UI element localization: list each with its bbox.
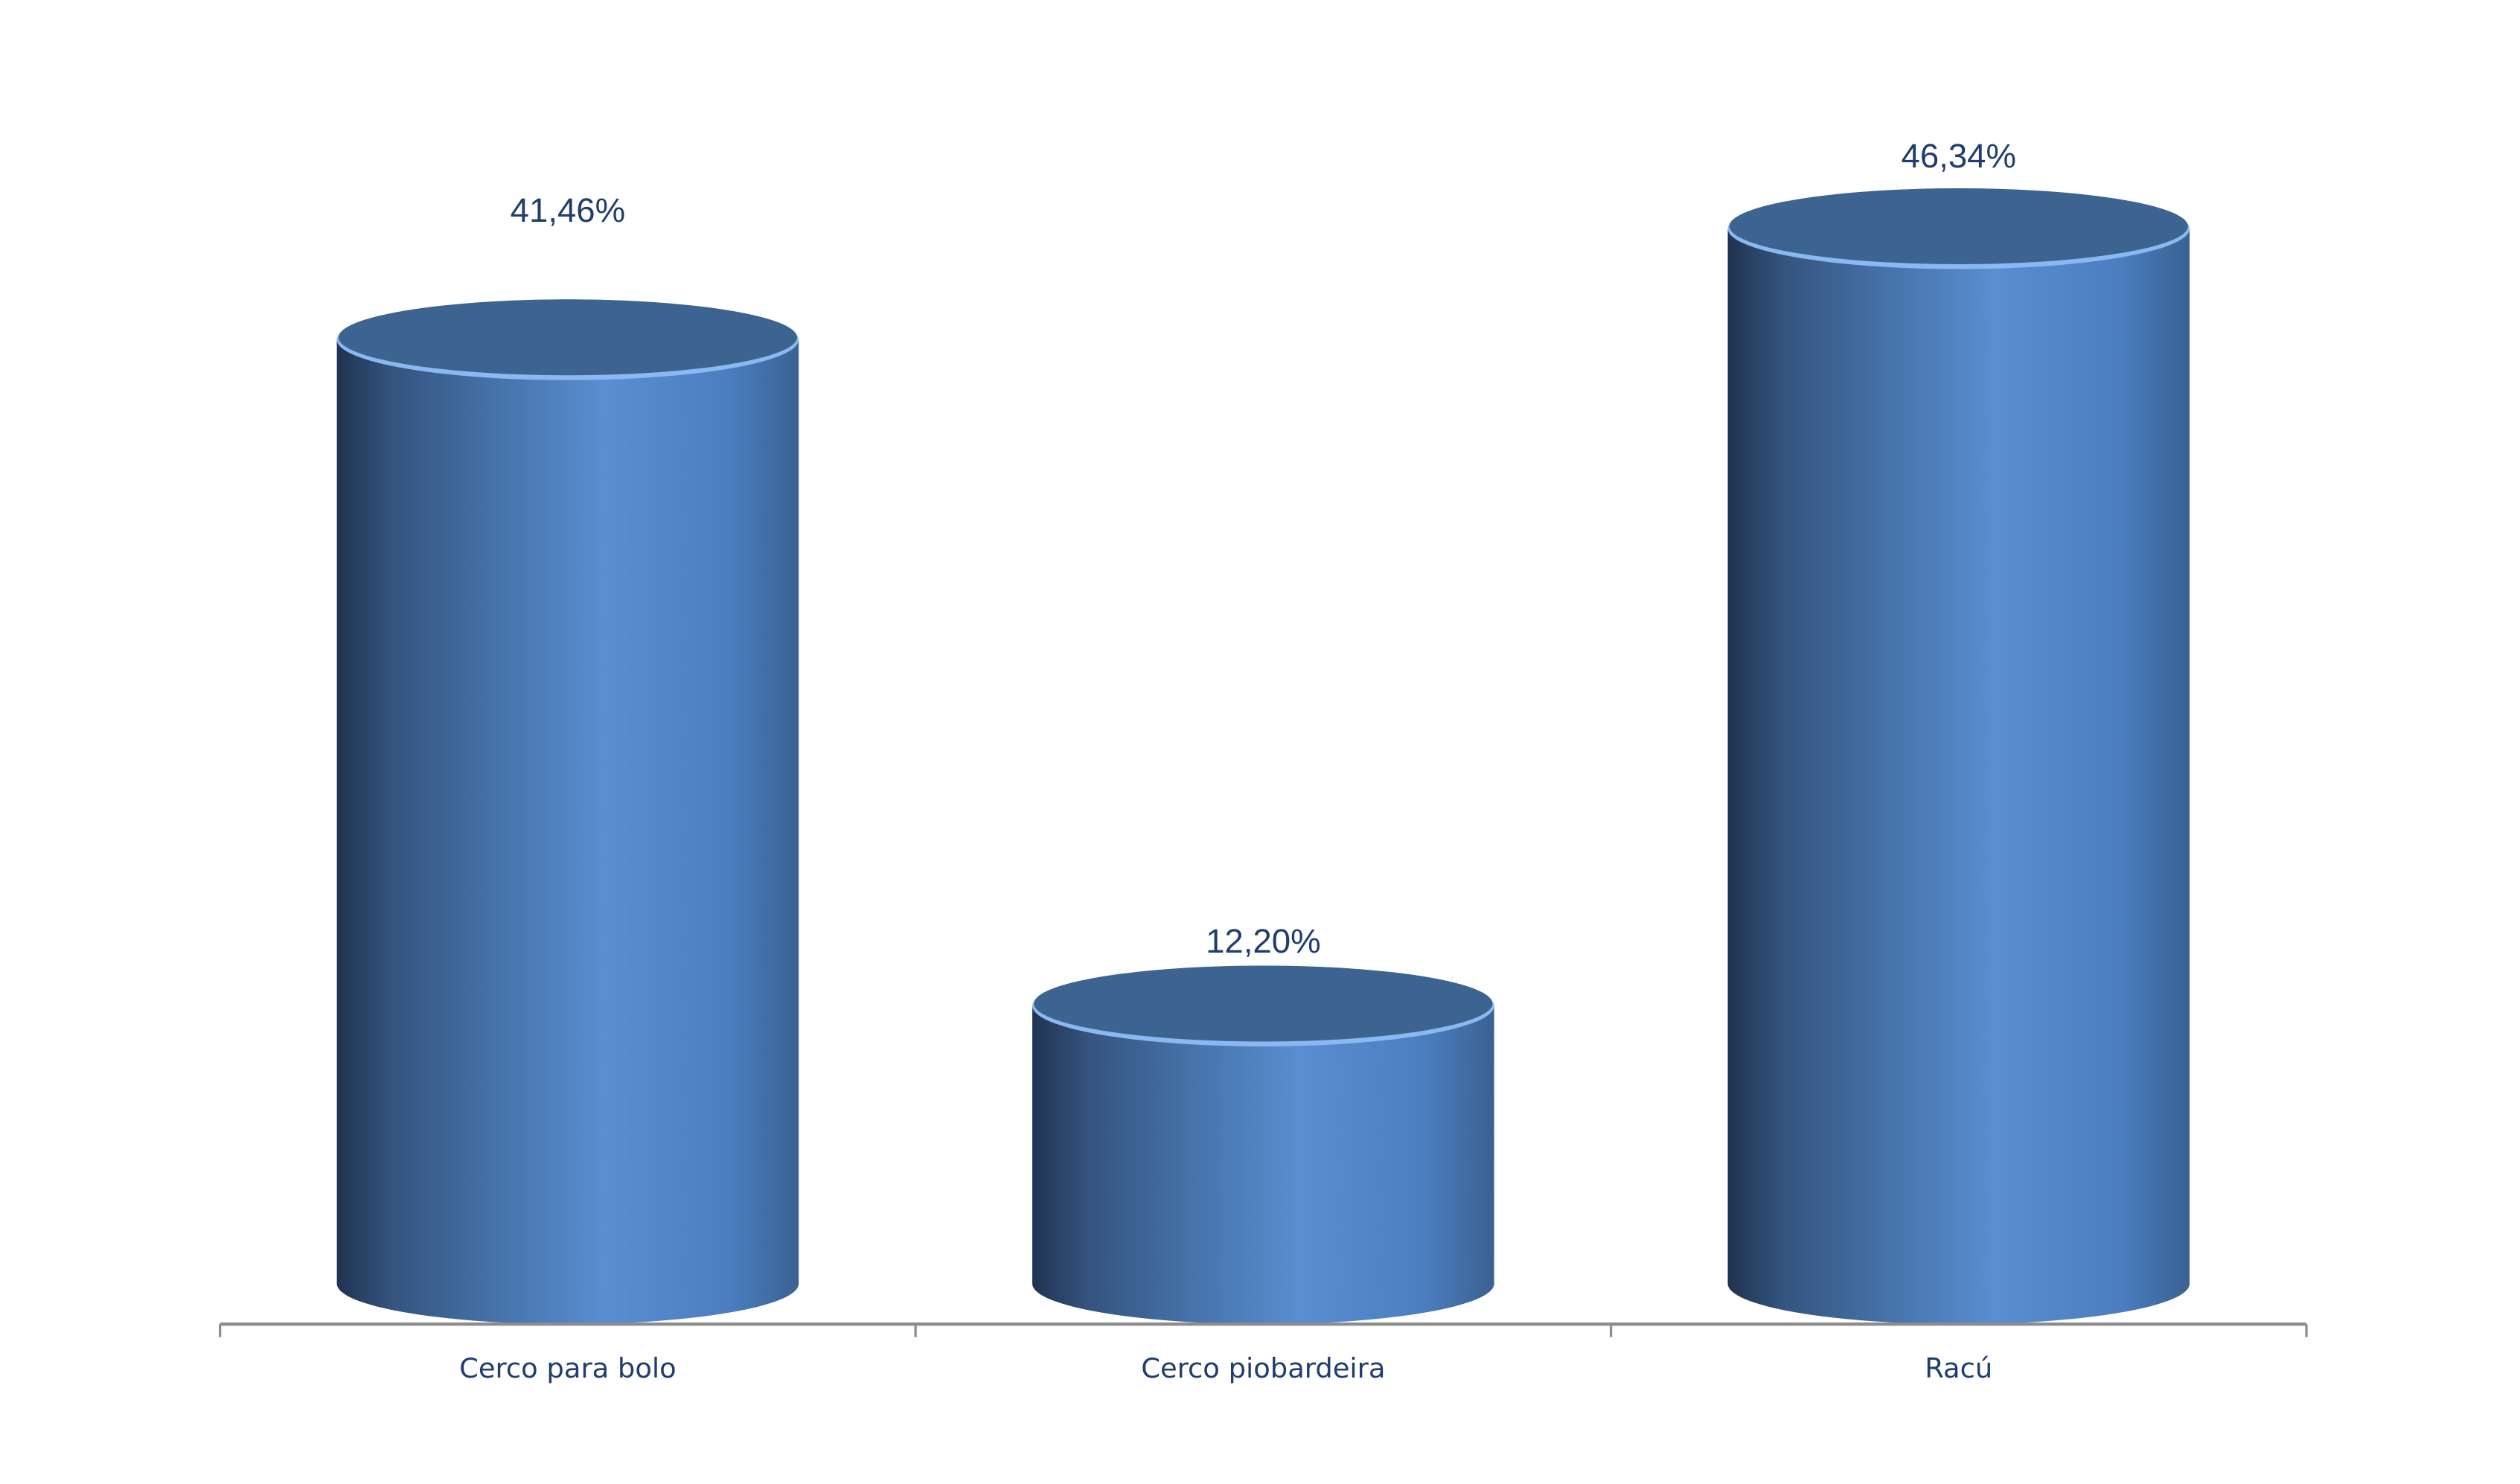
bar-1	[1032, 965, 1494, 1325]
bar-cylinder-side	[1032, 1005, 1494, 1325]
bar-cylinder-top	[1034, 965, 1493, 1042]
data-label: 12,20%	[1206, 922, 1320, 960]
data-label: 46,34%	[1902, 137, 2016, 175]
bar-2	[1727, 188, 2190, 1325]
bar-cylinder-top	[338, 299, 798, 376]
bar-0	[336, 299, 799, 1325]
bar-cylinder-side	[1727, 228, 2190, 1325]
data-label: 41,46%	[511, 191, 625, 229]
x-tick-label: Cerco piobardeira	[1141, 1352, 1385, 1384]
x-tick-label: Cerco para bolo	[459, 1352, 677, 1384]
x-tick-label: Racú	[1925, 1352, 1992, 1384]
bar-cylinder-side	[336, 339, 799, 1325]
bar-cylinder-top	[1729, 188, 2188, 264]
